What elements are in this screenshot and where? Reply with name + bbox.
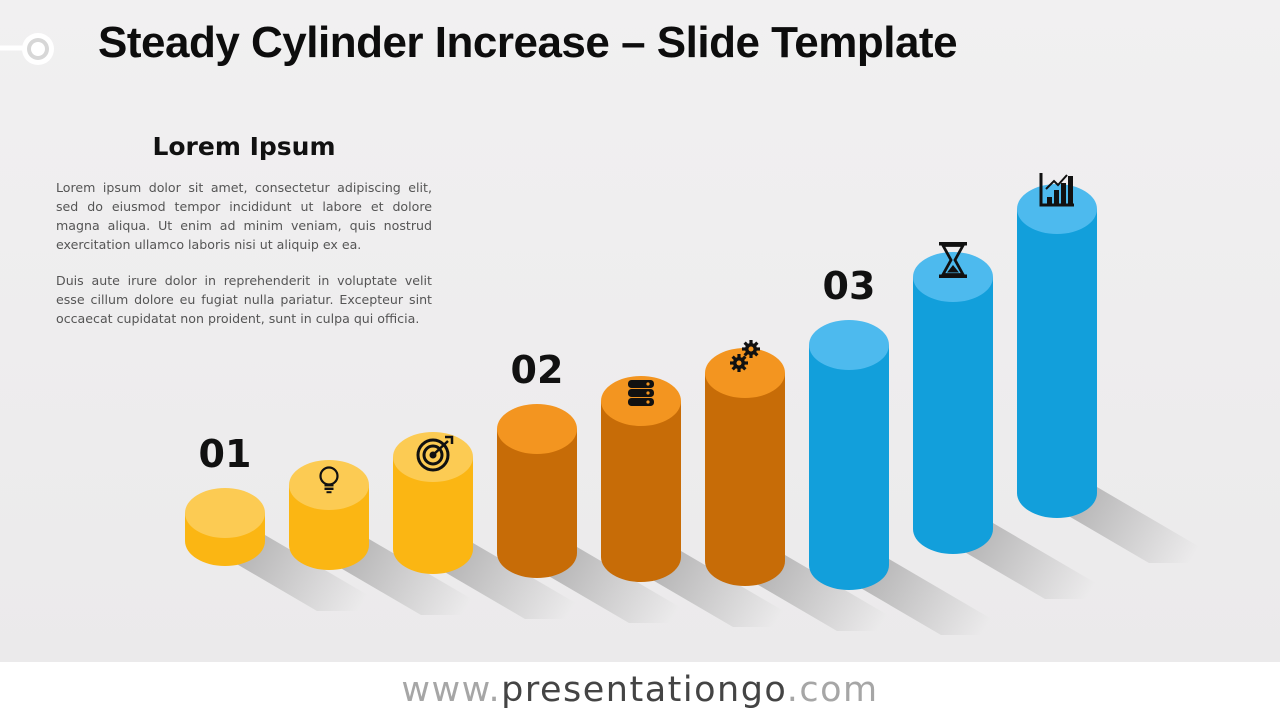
database-icon bbox=[628, 380, 654, 406]
hourglass-icon bbox=[939, 242, 967, 278]
step-label-02: 02 bbox=[511, 348, 564, 392]
footer-bar: www.presentationgo.com bbox=[0, 662, 1280, 720]
lightbulb-icon bbox=[319, 466, 339, 494]
body-paragraph-1: Lorem ipsum dolor sit amet, consectetur … bbox=[56, 180, 432, 252]
chart-icon bbox=[1039, 173, 1074, 207]
target-icon bbox=[416, 435, 454, 472]
footer-url-prefix: www. bbox=[401, 670, 502, 710]
slide-title: Steady Cylinder Increase – Slide Templat… bbox=[98, 18, 958, 67]
text-heading: Lorem Ipsum bbox=[152, 132, 336, 161]
logo-icon bbox=[0, 33, 54, 65]
cylinder-chart: 01 02 03 bbox=[185, 173, 1227, 635]
cylinder-bar-2 bbox=[289, 460, 369, 570]
footer-url-brand: presentationgo bbox=[501, 670, 787, 710]
body-paragraph-2: Duis aute irure dolor in reprehenderit i… bbox=[56, 273, 432, 326]
gears-icon bbox=[730, 340, 760, 372]
cylinder-bar-5 bbox=[601, 376, 681, 582]
cylinder-bar-4 bbox=[497, 404, 577, 578]
cylinder-bar-9 bbox=[1017, 184, 1097, 518]
footer-url[interactable]: www.presentationgo.com bbox=[401, 670, 878, 710]
footer-url-suffix: .com bbox=[786, 670, 879, 710]
cylinder-bar-6 bbox=[705, 348, 785, 586]
step-label-03: 03 bbox=[823, 264, 876, 308]
step-label-01: 01 bbox=[199, 432, 252, 476]
cylinder-bar-1 bbox=[185, 488, 265, 566]
cylinder-bar-8 bbox=[913, 252, 993, 554]
cylinder-bar-7 bbox=[809, 320, 889, 590]
